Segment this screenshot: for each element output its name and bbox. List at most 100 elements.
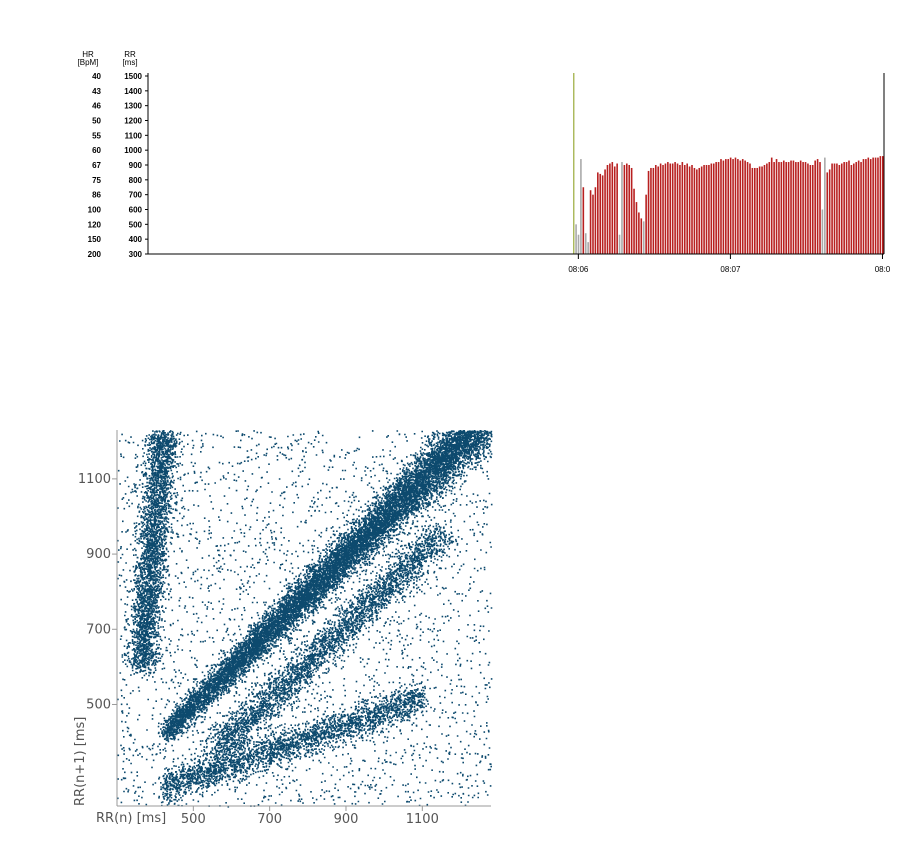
rr-bar [749,163,751,254]
rr-bar [575,224,577,254]
rr-bar [587,242,589,254]
rr-bar [722,160,725,254]
rr-bar [802,162,804,254]
rr-bar [645,194,647,254]
rr-tick-label: 300 [129,250,143,259]
poincare-chart: 500 700 900 1100 500 700 900 1100 RR(n) [ms] R… [73,430,493,827]
rr-tick-label: 1000 [124,146,142,155]
rr-bar [630,167,633,254]
rr-bar [616,163,618,254]
rr-bar [720,159,722,254]
rr-bar [797,162,800,254]
rr-bar [756,167,759,254]
rr-bar [606,165,609,254]
rr-bar [662,165,664,254]
hr-tick-label: 75 [92,176,101,185]
rr-bar [770,157,773,254]
rr-bar [746,162,749,254]
time-tick-label: 08:06 [568,265,589,274]
rr-bar [816,159,819,254]
rr-bar [732,159,734,254]
rr-bar [775,159,778,254]
rr-bar [795,162,797,254]
rr-bar [838,165,841,254]
rr-bar [792,160,795,254]
rr-tick-label: 1100 [125,131,143,140]
rr-bar [768,162,771,254]
rr-bar [865,159,867,254]
rr-bar [618,234,621,254]
rr-bar [766,163,768,254]
rr-bar [601,175,604,254]
rr-bar [611,162,614,254]
rr-bar [667,162,669,254]
rr-tick-label: 800 [129,176,143,185]
rr-bar [698,167,701,254]
rr-bar [840,163,843,254]
rr-bar [727,159,730,254]
time-tick-label: 08:07 [720,265,741,274]
rr-bar [739,160,742,254]
rr-bar [821,209,824,254]
rr-bar [850,165,853,254]
rr-bar [676,163,679,254]
rr-tick-label: 400 [129,235,143,244]
rr-bar [693,167,696,254]
poincare-x-ticks: 500 700 900 1100 [181,806,439,827]
poincare-y-ticks: 500 700 900 1100 [78,472,117,712]
rr-bar [613,166,616,254]
hr-tick-label: 150 [88,235,102,244]
rr-axis-label: RR [124,50,136,59]
rr-bar [638,212,640,254]
rr-bar [737,159,739,254]
tachogram-bars [573,73,885,254]
rr-bar [758,166,761,254]
rr-bar [633,188,635,254]
hr-tick-label: 100 [88,206,102,215]
rr-bar [652,167,655,254]
rr-bar [778,162,780,254]
rr-scatter-points [117,430,493,808]
rr-bar [734,157,737,254]
rr-bar [855,162,858,254]
rr-bar [754,167,756,254]
rr-bar [686,163,688,254]
rr-bar [700,166,703,254]
poincare-points [117,430,493,808]
y-tick-label: 500 [86,697,111,712]
rr-bar [582,187,585,254]
rr-bar [848,160,850,254]
rr-bar [811,165,814,254]
rr-bar [594,187,597,254]
rr-bar [683,165,686,254]
rr-bar [872,157,874,254]
rr-bar [773,162,775,254]
rr-bar [628,165,631,254]
rr-bar [836,163,838,254]
rr-bar [787,162,790,254]
rr-bar [780,162,783,254]
rr-tick-label: 700 [129,191,143,200]
rr-bar [626,163,628,254]
rr-bar [642,221,645,254]
rr-bar [592,194,594,254]
tachogram-x-ticks: 08:06 08:07 08:0 [568,254,891,274]
y-tick-label: 1100 [78,472,111,487]
rr-bar [877,157,879,254]
rr-bar [874,157,877,254]
rr-bar [671,163,674,254]
y-tick-label: 700 [86,622,111,637]
rr-bar [669,163,672,254]
hr-tick-label: 67 [92,161,101,170]
rr-bar [857,160,860,254]
rr-bar [814,160,816,254]
rr-bar [710,163,713,254]
x-tick-label: 500 [181,812,206,827]
rr-bar [674,162,676,254]
rr-bar [679,165,681,254]
y-tick-label: 900 [86,547,111,562]
rr-bar [640,218,643,254]
rr-bar [691,165,693,254]
rr-bar [577,234,580,254]
hr-tick-label: 120 [88,220,102,229]
